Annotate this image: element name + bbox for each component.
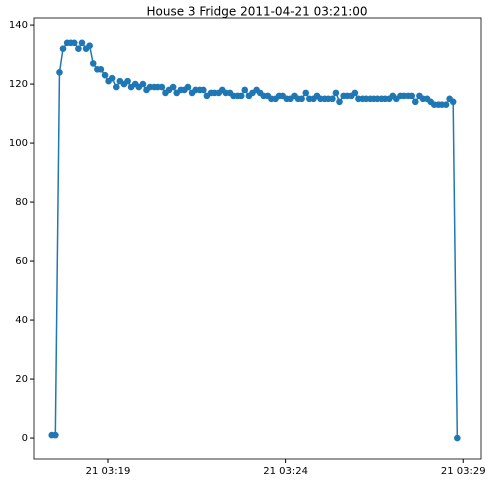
data-point [302, 89, 310, 97]
data-point [158, 83, 166, 91]
y-tick-label: 80 [15, 197, 28, 208]
data-point [332, 89, 340, 97]
data-point [52, 431, 59, 439]
data-point [442, 101, 450, 109]
data-point [86, 42, 93, 50]
data-point [408, 92, 416, 100]
y-tick-label: 120 [9, 79, 28, 90]
data-point [97, 66, 105, 73]
data-point [139, 80, 147, 88]
data-point [241, 86, 249, 94]
x-tick-label: 21 03:24 [263, 466, 308, 477]
y-tick-label: 20 [15, 374, 28, 385]
data-point [59, 45, 67, 52]
x-tick-label: 21 03:29 [441, 466, 486, 477]
y-tick-label: 140 [9, 20, 28, 31]
y-tick-label: 100 [9, 138, 28, 149]
y-tick-label: 40 [15, 315, 28, 326]
data-point [454, 434, 461, 442]
data-point [329, 95, 336, 103]
data-point [78, 39, 86, 47]
data-point [351, 89, 359, 97]
chart-title: House 3 Fridge 2011-04-21 03:21:00 [146, 5, 367, 19]
data-point [184, 83, 192, 91]
data-point [108, 74, 116, 82]
data-point [169, 83, 177, 91]
data-point [56, 68, 63, 76]
data-point [200, 86, 207, 94]
data-point [70, 39, 78, 47]
y-tick-label: 0 [22, 433, 28, 444]
data-point [112, 83, 120, 91]
x-tick-label: 21 03:19 [86, 466, 131, 477]
data-point [336, 98, 343, 106]
data-point [237, 92, 245, 100]
data-point [89, 60, 97, 67]
data-point [75, 45, 82, 52]
plot-frame [33, 17, 482, 460]
data-point [449, 98, 457, 106]
data-point [124, 77, 131, 85]
data-point [101, 71, 109, 79]
y-tick-label: 60 [15, 256, 28, 267]
data-point [298, 95, 305, 103]
data-point [411, 98, 419, 106]
